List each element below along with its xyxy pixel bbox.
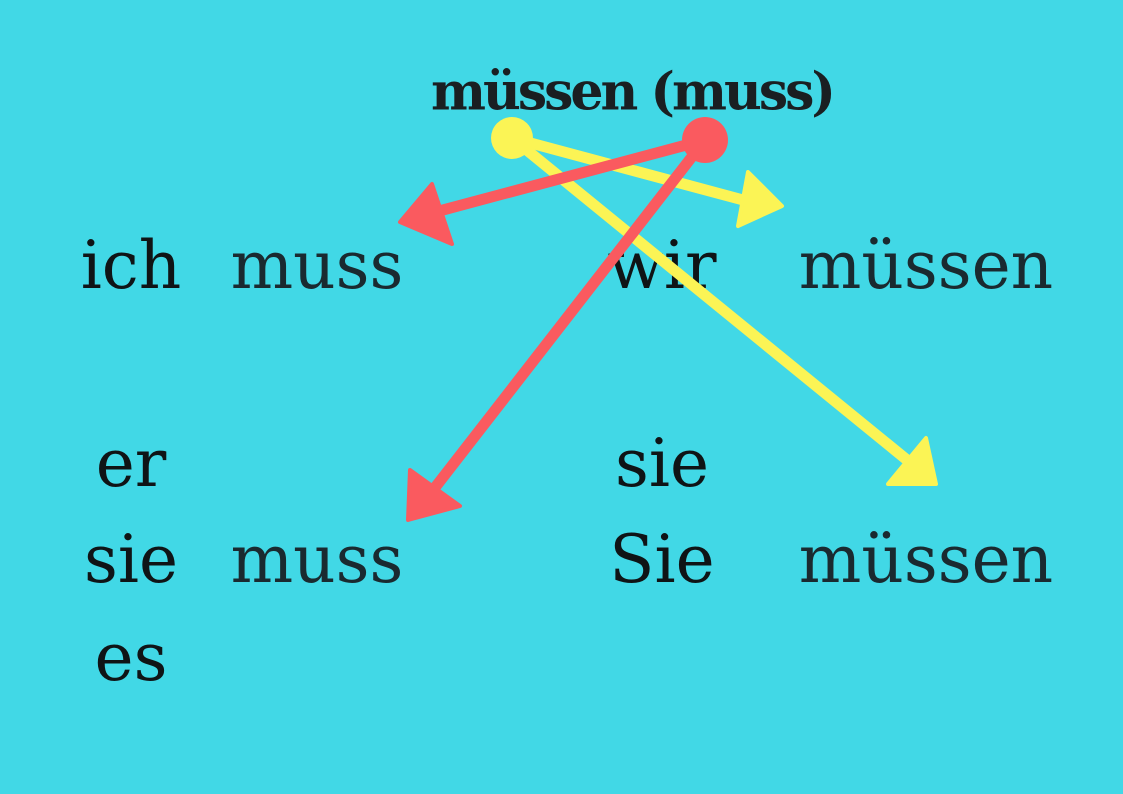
singular-origin-dot	[682, 117, 728, 163]
pronoun-Sie-formal: Sie	[609, 521, 715, 598]
pronoun-sie-plural: sie	[614, 425, 710, 502]
arrow-to-sie-head	[886, 436, 938, 486]
arrow-to-er-head	[406, 468, 462, 522]
verb-form-er-sie-es: muss	[230, 521, 404, 598]
arrow-to-wir-head	[736, 170, 784, 228]
verb-form-ich: muss	[230, 227, 404, 304]
verb-title: müssen (muss)	[431, 61, 836, 123]
verb-form-sie-Sie: müssen	[798, 521, 1054, 598]
arrow-to-ich-line	[422, 134, 711, 220]
arrow-to-er-line	[424, 134, 711, 500]
pronoun-er: er	[95, 425, 167, 502]
verb-form-wir: müssen	[798, 227, 1054, 304]
plural-arrows	[491, 117, 938, 486]
arrow-to-ich-head	[398, 182, 454, 246]
arrow-to-sie-line	[506, 132, 918, 470]
singular-arrows	[398, 117, 728, 522]
plural-origin-dot	[491, 117, 533, 159]
arrow-to-wir-line	[506, 132, 764, 210]
pronoun-ich: ich	[80, 227, 182, 304]
pronoun-sie-singular: sie	[83, 521, 179, 598]
pronoun-es: es	[94, 619, 168, 696]
